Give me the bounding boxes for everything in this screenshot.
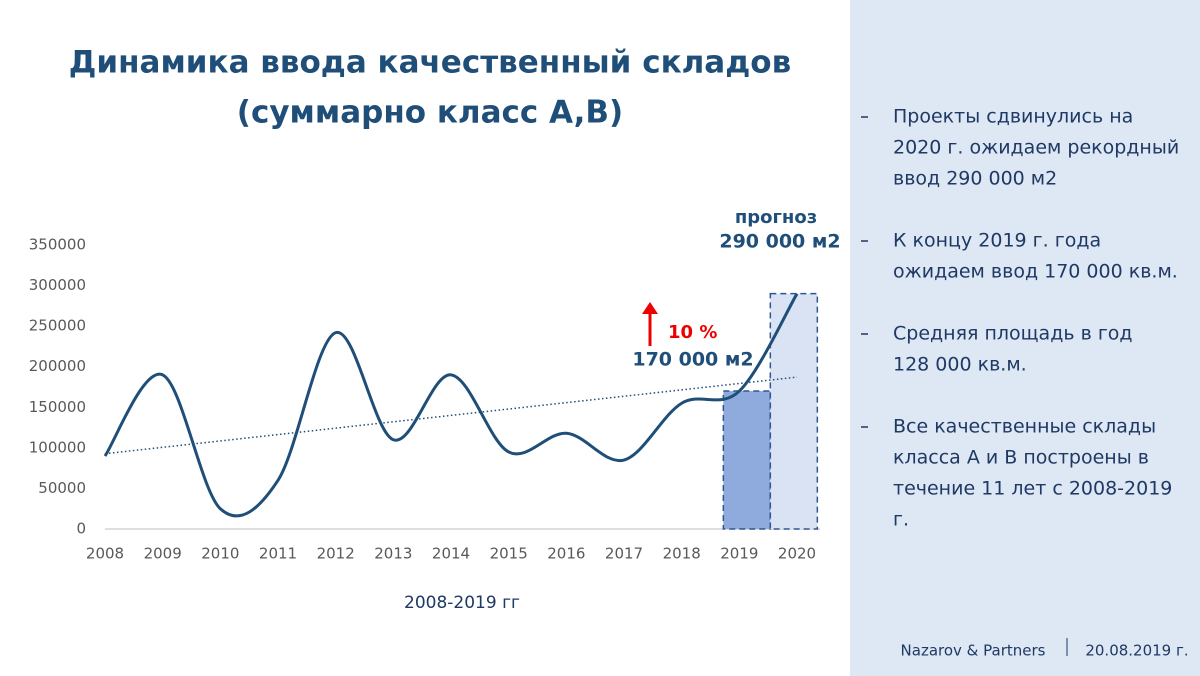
x-tick-label: 2019 (720, 545, 758, 563)
note-text: класса А и В построены в (893, 447, 1149, 469)
side-panel (850, 0, 1200, 676)
highlight-box (769, 292, 819, 530)
trendline (104, 376, 798, 455)
annotation: 10 % (668, 322, 717, 343)
x-tick-label: 2009 (144, 545, 182, 563)
note-text: К концу 2019 г. года (893, 230, 1101, 252)
note-text: течение 11 лет с 2008-2019 (893, 478, 1172, 500)
x-tick-label: 2020 (778, 545, 816, 563)
highlight-box (722, 390, 772, 530)
y-tick-label: 350000 (29, 236, 86, 254)
y-tick-label: 0 (76, 520, 86, 538)
title: (суммарно класс A,B) (237, 95, 623, 131)
annotation: прогноз (735, 207, 817, 228)
x-tick-label: 2015 (490, 545, 528, 563)
x-tick-label: 2008 (86, 545, 124, 563)
x-tick-label: 2010 (201, 545, 239, 563)
x-tick-label: 2012 (317, 545, 355, 563)
footer-date: 20.08.2019 г. (1085, 642, 1188, 660)
annotation: 170 000 м2 (632, 349, 753, 371)
footer-company: Nazarov & Partners (901, 642, 1046, 660)
annotation: 290 000 м2 (719, 231, 840, 253)
note-text: ожидаем ввод 170 000 кв.м. (893, 261, 1178, 283)
x-tick-label: 2016 (547, 545, 585, 563)
x-tick-label: 2011 (259, 545, 297, 563)
y-tick-label: 300000 (29, 276, 86, 294)
y-tick-label: 50000 (38, 479, 86, 497)
x-axis-title: 2008-2019 гг (404, 593, 520, 613)
line (103, 292, 799, 518)
x-tick-label: 2014 (432, 545, 470, 563)
x-tick-label: 2013 (374, 545, 412, 563)
x-tick-label: 2017 (605, 545, 643, 563)
y-tick-label: 250000 (29, 317, 86, 335)
note-text: Проекты сдвинулись на (893, 106, 1133, 128)
title: Динамика ввода качественный складов (69, 45, 791, 81)
note-text: ввод 290 000 м2 (893, 168, 1057, 190)
note-text: г. (893, 509, 909, 531)
y-tick-label: 150000 (29, 398, 86, 416)
note-text: Все качественные склады (893, 416, 1156, 438)
y-tick-label: 100000 (29, 438, 86, 456)
note-text: Средняя площадь в год (893, 323, 1133, 345)
note-text: 2020 г. ожидаем рекордный (893, 137, 1179, 159)
note-text: 128 000 кв.м. (893, 354, 1027, 376)
arrow-head (642, 302, 658, 314)
x-tick-label: 2018 (663, 545, 701, 563)
y-tick-label: 200000 (29, 357, 86, 375)
